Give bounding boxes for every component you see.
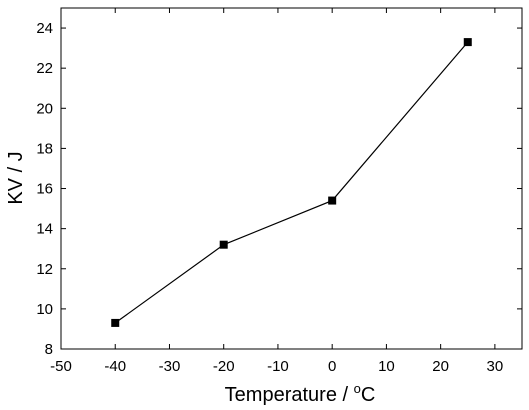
axis-ticks <box>60 8 522 350</box>
y-tick-label-5: 18 <box>36 140 53 157</box>
x-tick-label-0: -50 <box>50 358 72 375</box>
x-tick-label-8: 30 <box>487 358 504 375</box>
y-tick-label-0: 8 <box>45 341 53 358</box>
y-axis-title: KV / J <box>5 151 27 204</box>
x-tick-label-6: 10 <box>378 358 395 375</box>
x-tick-label-7: 20 <box>432 358 449 375</box>
x-tick-label-2: -30 <box>159 358 181 375</box>
x-axis-title-text: Temperature / <box>225 384 354 406</box>
y-tick-label-4: 16 <box>36 181 53 198</box>
y-tick-label-7: 22 <box>36 60 53 77</box>
y-tick-label-8: 24 <box>36 20 53 37</box>
data-point-3 <box>463 38 472 47</box>
x-axis-title: Temperature / oC <box>225 381 376 406</box>
data-point-2 <box>328 196 337 205</box>
x-tick-label-4: -10 <box>267 358 289 375</box>
data-point-0 <box>111 318 120 327</box>
data-series <box>111 38 472 327</box>
axis-tick-labels: -50 -40 -30 -20 -10 0 10 20 30 8 10 12 14 16 18 20 22 24 <box>36 20 503 375</box>
plot-frame <box>60 7 523 350</box>
x-axis-title-unit: C <box>361 384 375 406</box>
y-tick-label-2: 12 <box>36 261 53 278</box>
y-tick-label-3: 14 <box>36 221 53 238</box>
series-line-0 <box>114 41 469 324</box>
y-tick-label-6: 20 <box>36 100 53 117</box>
y-tick-label-1: 10 <box>36 301 53 318</box>
x-tick-label-3: -20 <box>213 358 235 375</box>
data-point-1 <box>219 240 228 249</box>
x-axis-title-degree: o <box>354 381 361 396</box>
x-tick-label-1: -40 <box>104 358 126 375</box>
x-tick-label-5: 0 <box>328 358 336 375</box>
